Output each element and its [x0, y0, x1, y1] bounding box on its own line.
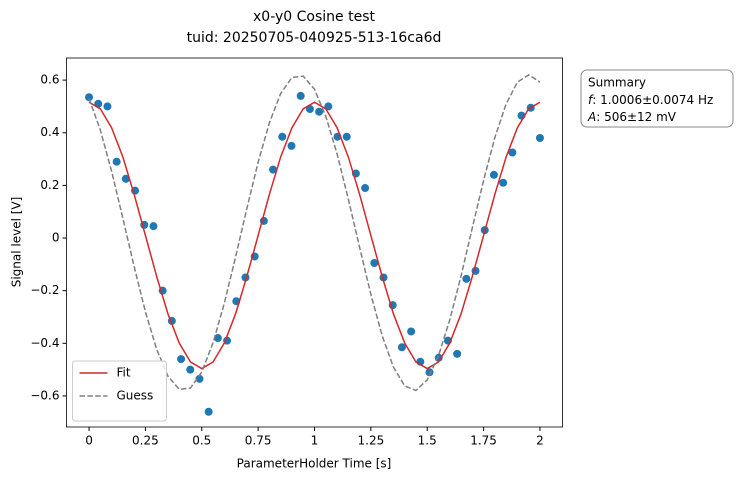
summary-line: A: 506±12 mV — [587, 110, 677, 124]
summary-symbol: A — [587, 110, 596, 124]
data-point — [269, 165, 278, 174]
legend-label: Guess — [117, 389, 154, 403]
x-axis-label: ParameterHolder Time [s] — [237, 457, 392, 471]
y-tick-label: −0.2 — [30, 283, 59, 297]
data-point — [287, 141, 296, 150]
y-tick-label: 0.6 — [40, 73, 59, 87]
x-tick-label: 2 — [536, 434, 544, 448]
data-point — [121, 174, 130, 183]
data-point — [315, 107, 324, 116]
data-point — [204, 407, 213, 416]
x-tick-label: 0 — [85, 434, 93, 448]
legend-frame — [72, 360, 167, 422]
data-point — [195, 374, 204, 383]
data-point — [213, 334, 222, 343]
data-point — [85, 93, 94, 102]
data-point — [370, 259, 379, 268]
summary-text: : 1.0006±0.0074 Hz — [592, 93, 713, 107]
x-tick-label: 0.75 — [245, 434, 272, 448]
x-tick-label: 0.25 — [132, 434, 159, 448]
x-tick-label: 1 — [311, 434, 319, 448]
y-tick-label: −0.6 — [30, 388, 59, 402]
x-tick-label: 1.5 — [418, 434, 437, 448]
y-tick-label: −0.4 — [30, 336, 59, 350]
data-point — [103, 102, 112, 111]
data-point — [462, 274, 471, 283]
data-point — [112, 157, 121, 166]
summary-box: Summary f: 1.0006±0.0074 Hz A: 506±12 mV — [580, 69, 734, 128]
chart-subtitle: tuid: 20250705-040925-513-16ca6d — [187, 30, 442, 46]
x-tick-label: 1.75 — [470, 434, 497, 448]
data-point — [149, 222, 158, 231]
data-point — [535, 134, 544, 143]
data-point — [499, 178, 508, 187]
data-point — [186, 365, 195, 374]
data-point — [296, 91, 305, 100]
data-point — [425, 368, 434, 377]
fit-line — [88, 73, 541, 392]
fit-line — [88, 101, 541, 370]
y-tick-label: 0.2 — [40, 178, 59, 192]
summary-symbol: f — [588, 93, 594, 107]
y-axis-label: Signal level [V] — [10, 197, 24, 288]
chart-title: x0-y0 Cosine test — [253, 9, 375, 25]
legend-label: Fit — [117, 366, 131, 380]
data-point — [278, 132, 287, 141]
summary-line: f: 1.0006±0.0074 Hz — [588, 93, 713, 107]
y-tick-label: 0 — [52, 231, 60, 245]
plot-frame — [66, 57, 563, 428]
y-tick-label: 0.4 — [40, 125, 59, 139]
data-point — [508, 148, 517, 157]
data-point — [489, 170, 498, 179]
data-point — [177, 355, 186, 364]
x-tick-label: 0.5 — [192, 434, 211, 448]
data-point — [407, 327, 416, 336]
summary-text: : 506±12 mV — [596, 110, 677, 124]
data-point — [453, 349, 462, 358]
summary-heading: Summary — [588, 76, 646, 90]
data-point — [342, 132, 351, 141]
data-point — [305, 105, 314, 114]
x-tick-label: 1.25 — [358, 434, 385, 448]
summary-frame — [580, 69, 734, 128]
data-point — [361, 184, 370, 193]
data-point — [397, 343, 406, 352]
